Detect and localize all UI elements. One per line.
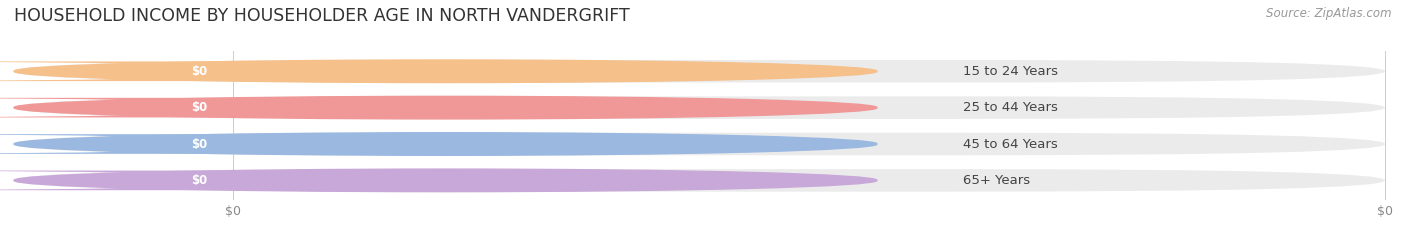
Text: $0: $0 [191,65,207,78]
FancyBboxPatch shape [14,60,1385,82]
FancyBboxPatch shape [0,171,394,190]
Text: 15 to 24 Years: 15 to 24 Years [963,65,1059,78]
Text: $0: $0 [191,174,207,187]
FancyBboxPatch shape [0,98,394,117]
Text: 45 to 64 Years: 45 to 64 Years [963,137,1059,151]
FancyBboxPatch shape [14,96,1385,119]
FancyBboxPatch shape [14,169,1385,192]
FancyBboxPatch shape [0,62,394,81]
Text: Source: ZipAtlas.com: Source: ZipAtlas.com [1267,7,1392,20]
Text: 25 to 44 Years: 25 to 44 Years [963,101,1059,114]
Text: HOUSEHOLD INCOME BY HOUSEHOLDER AGE IN NORTH VANDERGRIFT: HOUSEHOLD INCOME BY HOUSEHOLDER AGE IN N… [14,7,630,25]
FancyBboxPatch shape [0,98,541,117]
FancyBboxPatch shape [0,171,541,190]
Circle shape [14,133,877,155]
FancyBboxPatch shape [0,134,541,154]
Text: $0: $0 [191,137,207,151]
Text: 65+ Years: 65+ Years [963,174,1031,187]
Circle shape [14,96,877,119]
FancyBboxPatch shape [14,133,1385,155]
Circle shape [14,60,877,82]
FancyBboxPatch shape [0,134,394,154]
Circle shape [14,169,877,192]
FancyBboxPatch shape [0,62,541,81]
Text: $0: $0 [191,101,207,114]
